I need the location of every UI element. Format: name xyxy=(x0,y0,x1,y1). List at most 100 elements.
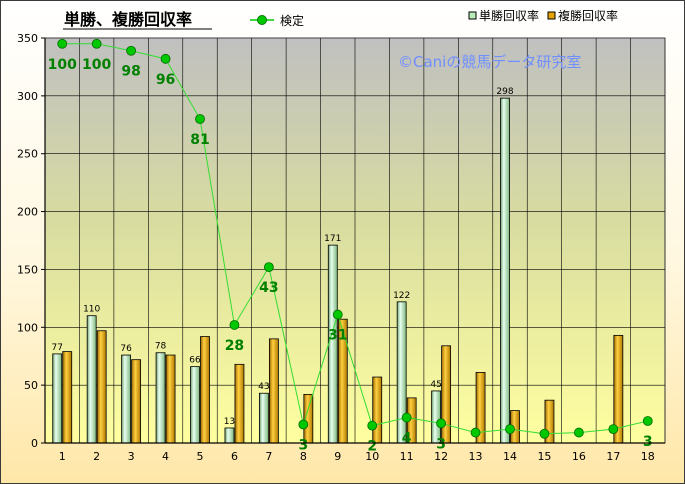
x-tick-label: 10 xyxy=(365,450,379,463)
line-point xyxy=(160,53,171,64)
x-tick-label: 16 xyxy=(572,450,586,463)
x-tick-label: 9 xyxy=(334,450,341,463)
x-tick-label: 18 xyxy=(641,450,655,463)
legend-bar-place: 複勝回収率 xyxy=(547,8,618,23)
bar-win-label: 66 xyxy=(189,356,201,366)
x-tick-label: 8 xyxy=(300,450,307,463)
x-tick-label: 1 xyxy=(59,450,66,463)
line-point xyxy=(195,114,205,124)
x-tick-label: 15 xyxy=(537,450,551,463)
bar-win-label: 43 xyxy=(258,382,269,392)
x-tick-label: 4 xyxy=(162,450,169,463)
x-tick-label: 12 xyxy=(434,450,448,463)
bar-place xyxy=(372,376,383,444)
bar-win xyxy=(52,353,63,444)
bar-win-label: 122 xyxy=(393,291,410,301)
x-tick-label: 13 xyxy=(469,450,483,463)
bar-win-label: 110 xyxy=(83,305,100,315)
line-point-label: 81 xyxy=(190,132,209,148)
x-tick-label: 14 xyxy=(503,450,517,463)
line-point-label: 3 xyxy=(643,434,653,450)
line-point-label: 98 xyxy=(121,64,140,80)
bar-win xyxy=(500,97,510,444)
y-tick-label: 200 xyxy=(17,206,38,219)
line-point-label: 100 xyxy=(48,57,77,73)
bar-win xyxy=(327,244,338,444)
bar-win xyxy=(224,427,235,444)
line-point xyxy=(126,45,137,56)
y-tick-label: 300 xyxy=(17,90,38,103)
bar-win xyxy=(155,352,166,444)
line-point-label: 31 xyxy=(328,328,347,344)
grid xyxy=(44,37,666,443)
y-tick-label: 0 xyxy=(31,437,38,450)
bar-win-label: 298 xyxy=(496,87,513,97)
line-point-label: 4 xyxy=(402,431,412,447)
y-tick-label: 250 xyxy=(17,148,38,161)
y-tick-label: 100 xyxy=(17,321,38,334)
bar-place xyxy=(62,351,73,444)
bar-place xyxy=(441,345,452,444)
line-point-label: 3 xyxy=(298,437,308,453)
x-tick-label: 17 xyxy=(606,450,620,463)
legend-bar-place-label: 複勝回収率 xyxy=(558,8,618,23)
line-point xyxy=(91,38,102,49)
legend-bar-win-label: 単勝回収率 xyxy=(479,8,539,23)
line-point-label: 28 xyxy=(225,338,244,354)
bar-win-label: 45 xyxy=(430,380,441,390)
line-point xyxy=(367,420,378,431)
bar-win-label: 78 xyxy=(155,342,167,352)
bar-win xyxy=(431,390,442,444)
line-point xyxy=(263,262,274,273)
legend-line-label: 検定 xyxy=(280,13,304,28)
x-tick-label: 3 xyxy=(128,450,135,463)
bar-win xyxy=(258,392,269,444)
bar-place xyxy=(131,359,142,444)
bar-place xyxy=(268,338,279,444)
line-point xyxy=(332,309,343,320)
line-point xyxy=(298,419,309,430)
line-point xyxy=(229,320,240,330)
bars: 77 110 76 78 66 13 43 171 122 45 298 xyxy=(51,87,624,444)
y-tick-label: 350 xyxy=(17,32,38,45)
line-point xyxy=(436,418,447,429)
x-tick-label: 5 xyxy=(197,450,204,463)
line-point xyxy=(573,427,584,438)
bar-win xyxy=(86,315,97,444)
line-point xyxy=(401,412,412,423)
bar-place xyxy=(165,354,176,444)
x-tick-label: 2 xyxy=(93,450,100,463)
line-path xyxy=(62,43,648,435)
y-tick-label: 150 xyxy=(17,263,38,276)
x-tick-label: 7 xyxy=(265,450,272,463)
bar-place xyxy=(200,336,210,444)
bar-win-label: 171 xyxy=(324,234,341,244)
line-point-label: 2 xyxy=(367,439,377,455)
line-point xyxy=(642,416,653,426)
line-point xyxy=(539,428,550,439)
x-tick-label: 6 xyxy=(231,450,238,463)
line-point-label: 3 xyxy=(436,436,446,452)
bar-place xyxy=(96,330,107,444)
legend-line: 検定 xyxy=(250,13,304,28)
line-point-label: 100 xyxy=(82,57,111,73)
bar-win xyxy=(190,366,200,444)
legend-bar-win: 単勝回収率 xyxy=(468,8,539,23)
line-point-label: 96 xyxy=(156,72,175,88)
x-tick-label: 11 xyxy=(400,450,414,463)
bar-win-label: 76 xyxy=(120,344,132,354)
line-point xyxy=(505,424,515,435)
bar-win xyxy=(121,354,132,444)
chart-title: 単勝、複勝回収率 xyxy=(64,10,192,29)
line-point xyxy=(608,424,619,435)
line-point xyxy=(57,38,68,49)
bar-place xyxy=(234,363,245,444)
line-point xyxy=(470,427,481,438)
y-tick-label: 50 xyxy=(24,379,38,392)
bar-win-label: 77 xyxy=(51,343,62,353)
watermark: ©Caniの競馬データ研究室 xyxy=(398,53,581,71)
bar-win-label: 13 xyxy=(224,417,235,427)
